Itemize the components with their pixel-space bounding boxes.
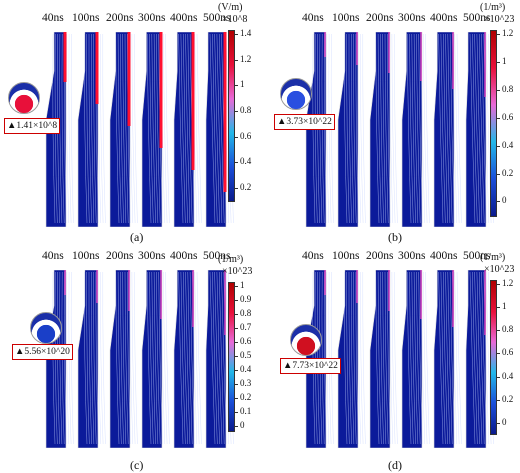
time-label-40ns: 40ns — [302, 250, 324, 262]
colorbar-tick-c: 0.2 — [233, 392, 252, 403]
field-strip-a-4 — [173, 32, 202, 227]
colorbar-tick-c: 0.4 — [233, 364, 252, 375]
colorbar-tick-c: 0.6 — [233, 336, 252, 347]
colorbar-tick-d: 0.8 — [495, 324, 514, 335]
colorbar-scale-c: ×10^23 — [222, 266, 253, 277]
colorbar-tick-a: 0.8 — [233, 105, 252, 115]
time-label-40ns: 40ns — [42, 250, 64, 262]
panel-caption-d: (d) — [388, 458, 402, 472]
time-label-400ns: 400ns — [170, 250, 198, 262]
colorbar-tick-c: 0.7 — [233, 322, 252, 333]
inset-bubble-d — [290, 324, 322, 356]
colorbar-tick-d: 0.2 — [495, 393, 514, 404]
field-strip-c-1 — [77, 270, 106, 448]
time-label-100ns: 100ns — [72, 12, 100, 24]
time-label-500ns: 500ns — [203, 250, 231, 262]
field-strip-b-4 — [433, 32, 462, 227]
time-label-200ns: 200ns — [366, 250, 394, 262]
colorbar-b — [490, 30, 497, 217]
colorbar-tick-b: 0.4 — [495, 139, 514, 150]
time-label-300ns: 300ns — [398, 12, 426, 24]
colorbar-tick-a: 1.2 — [233, 53, 252, 64]
peak-annotation-a: ▲1.41×10^8 — [4, 118, 61, 134]
field-strip-d-4 — [433, 270, 462, 448]
colorbar-unit-a: (V/m) — [218, 2, 243, 13]
colorbar-scale-d: ×10^23 — [484, 264, 515, 275]
time-label-300ns: 300ns — [398, 250, 426, 262]
time-label-100ns: 100ns — [332, 250, 360, 262]
time-label-300ns: 300ns — [138, 250, 166, 262]
colorbar-tick-a: 1 — [234, 79, 245, 90]
field-strip-d-3 — [401, 270, 430, 448]
colorbar-scale-b: ×10^23 — [484, 14, 515, 25]
colorbar-tick-c: 0.9 — [233, 294, 252, 305]
time-label-100ns: 100ns — [332, 12, 360, 24]
field-strip-a-1 — [77, 32, 106, 227]
time-label-40ns: 40ns — [42, 12, 64, 24]
colorbar-tick-b: 1 — [496, 55, 507, 66]
colorbar-tick-a: 1.4 — [233, 28, 252, 38]
colorbar-tick-b: 0.2 — [495, 167, 514, 178]
colorbar-tick-a: 0.2 — [233, 182, 252, 193]
inset-bubble-a — [8, 82, 40, 114]
colorbar-tick-c: 0 — [234, 420, 245, 431]
panel-caption-a: (a) — [130, 230, 144, 244]
field-strip-d-2 — [369, 270, 398, 448]
field-strip-c-4 — [173, 270, 202, 448]
time-label-500ns: 500ns — [463, 250, 491, 262]
inset-bubble-c — [30, 312, 62, 344]
time-label-40ns: 40ns — [302, 12, 324, 24]
colorbar-tick-c: 0.5 — [233, 350, 252, 361]
colorbar-tick-d: 0 — [496, 416, 507, 427]
colorbar-tick-c: 1 — [234, 280, 245, 290]
colorbar-d — [490, 280, 497, 435]
time-label-200ns: 200ns — [366, 12, 394, 24]
field-strip-a-5 — [205, 32, 234, 227]
colorbar-tick-b: 0.6 — [495, 111, 514, 122]
time-label-400ns: 400ns — [430, 250, 458, 262]
colorbar-tick-d: 1 — [496, 301, 507, 312]
colorbar-tick-b: 0.8 — [495, 83, 514, 94]
peak-annotation-c: ▲5.56×10^20 — [12, 344, 73, 360]
time-label-500ns: 500ns — [463, 12, 491, 24]
colorbar-tick-b: 0 — [496, 195, 507, 206]
inset-bubble-b — [280, 78, 312, 110]
time-label-300ns: 300ns — [138, 12, 166, 24]
time-label-500ns: 500ns — [203, 12, 231, 24]
colorbar-unit-d: (1/m³) — [480, 252, 506, 263]
field-strip-c-2 — [109, 270, 138, 448]
panel-caption-b: (b) — [388, 230, 402, 244]
field-strip-d-5 — [465, 270, 494, 448]
time-label-200ns: 200ns — [106, 12, 134, 24]
colorbar-tick-b: 1.2 — [495, 28, 514, 38]
colorbar-tick-d: 1.2 — [495, 278, 514, 288]
field-strip-a-2 — [109, 32, 138, 227]
field-strip-c-3 — [141, 270, 170, 448]
colorbar-unit-b: (1/m³) — [480, 2, 506, 13]
colorbar-tick-a: 0.4 — [233, 156, 252, 167]
colorbar-tick-c: 0.1 — [233, 406, 252, 417]
time-label-200ns: 200ns — [106, 250, 134, 262]
colorbar-tick-d: 0.6 — [495, 347, 514, 358]
time-label-400ns: 400ns — [170, 12, 198, 24]
colorbar-tick-c: 0.8 — [233, 308, 252, 319]
colorbar-scale-a: ×10^8 — [222, 14, 248, 25]
field-strip-b-3 — [401, 32, 430, 227]
time-label-400ns: 400ns — [430, 12, 458, 24]
field-strip-d-1 — [337, 270, 366, 448]
panel-caption-c: (c) — [130, 458, 144, 472]
colorbar-tick-c: 0.3 — [233, 378, 252, 389]
field-strip-a-3 — [141, 32, 170, 227]
colorbar-tick-a: 0.6 — [233, 130, 252, 141]
colorbar-a — [228, 30, 235, 202]
peak-annotation-b: ▲3.73×10^22 — [274, 114, 335, 130]
colorbar-unit-c: (1/m³) — [218, 254, 244, 265]
field-strip-b-2 — [369, 32, 398, 227]
time-label-100ns: 100ns — [72, 250, 100, 262]
field-strip-b-1 — [337, 32, 366, 227]
peak-annotation-d: ▲7.73×10^22 — [280, 358, 341, 374]
colorbar-tick-d: 0.4 — [495, 370, 514, 381]
